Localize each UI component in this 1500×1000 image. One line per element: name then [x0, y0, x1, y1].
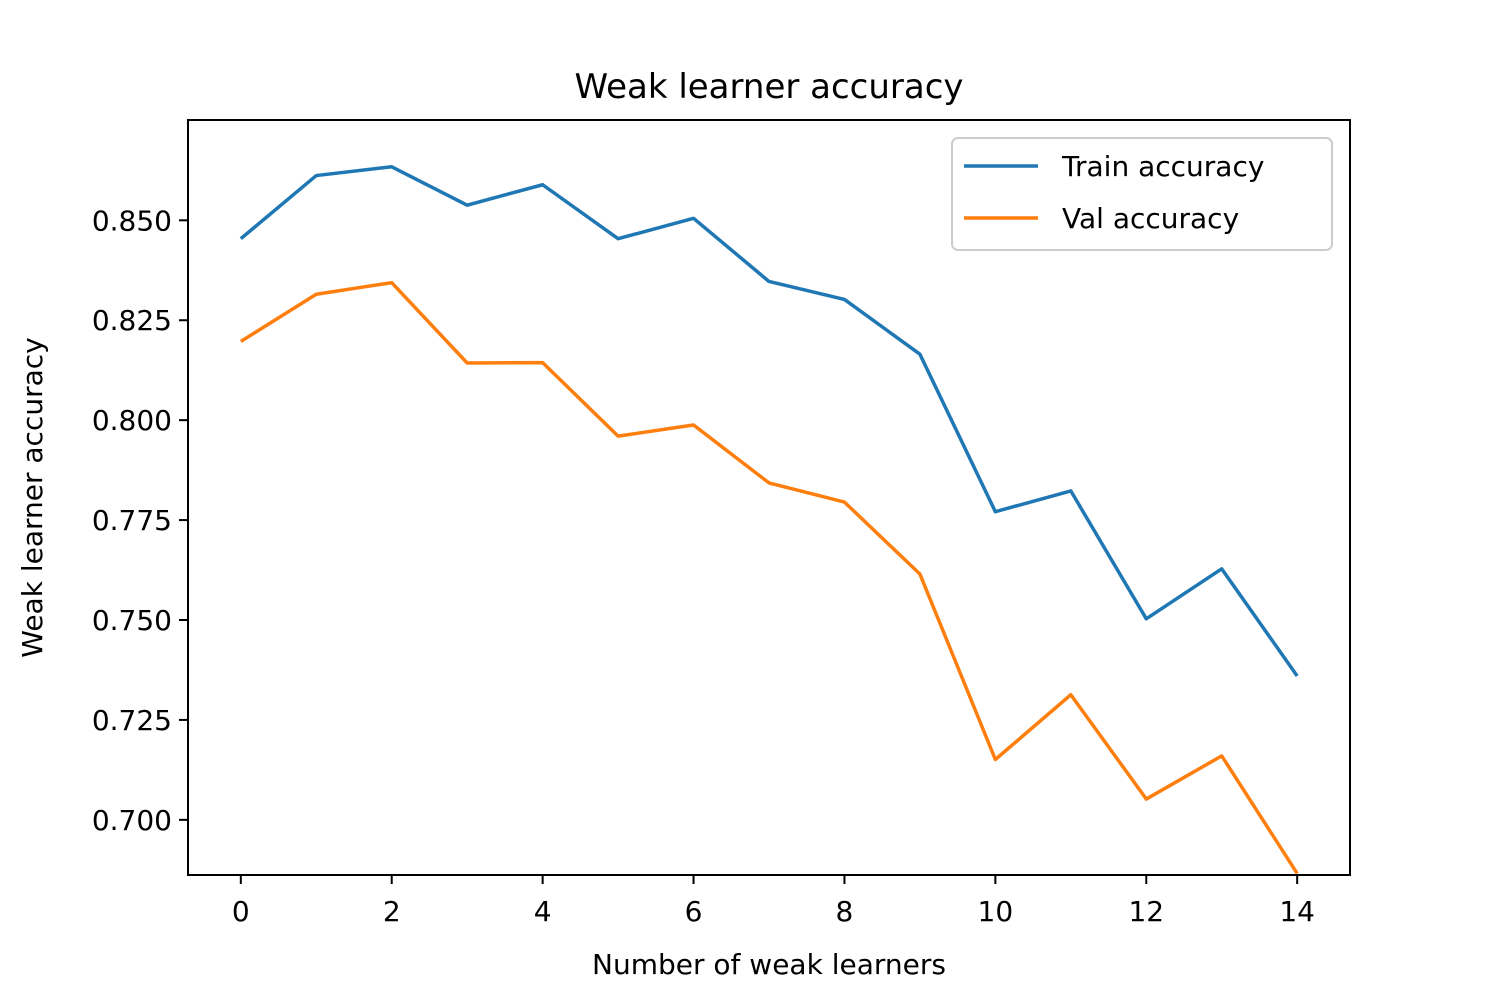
- x-axis-title: Number of weak learners: [592, 948, 946, 981]
- x-tick-label: 4: [534, 895, 552, 928]
- legend-label-val-accuracy: Val accuracy: [1062, 202, 1239, 235]
- x-tick-label: 10: [978, 895, 1014, 928]
- y-tick-label: 0.725: [92, 704, 172, 737]
- series-line-train-accuracy: [239, 165, 1299, 677]
- x-tick-label: 0: [232, 895, 250, 928]
- legend-label-train-accuracy: Train accuracy: [1061, 150, 1264, 183]
- y-tick-label: 0.700: [92, 804, 172, 837]
- y-tick-label: 0.750: [92, 604, 172, 637]
- series-line-val-accuracy: [239, 280, 1299, 875]
- x-tick-label: 12: [1128, 895, 1164, 928]
- chart-title: Weak learner accuracy: [574, 67, 963, 107]
- y-axis-title: Weak learner accuracy: [16, 337, 49, 657]
- y-tick-label: 0.800: [92, 404, 172, 437]
- y-tick-label: 0.775: [92, 504, 172, 537]
- x-tick-label: 14: [1279, 895, 1315, 928]
- y-tick-label: 0.825: [92, 304, 172, 337]
- x-tick-label: 8: [836, 895, 854, 928]
- plot-area: 0 2 4 6 8 10 12 14 0.700 0.725 0.750 0.775 0.800 0.82…: [92, 119, 1351, 928]
- x-tick-label: 2: [383, 895, 401, 928]
- x-tick-label: 6: [685, 895, 703, 928]
- legend: Train accuracy Val accuracy: [951, 137, 1333, 251]
- legend-box: [951, 137, 1333, 251]
- y-tick-label: 0.850: [92, 204, 172, 237]
- axes-frame: [187, 119, 1351, 876]
